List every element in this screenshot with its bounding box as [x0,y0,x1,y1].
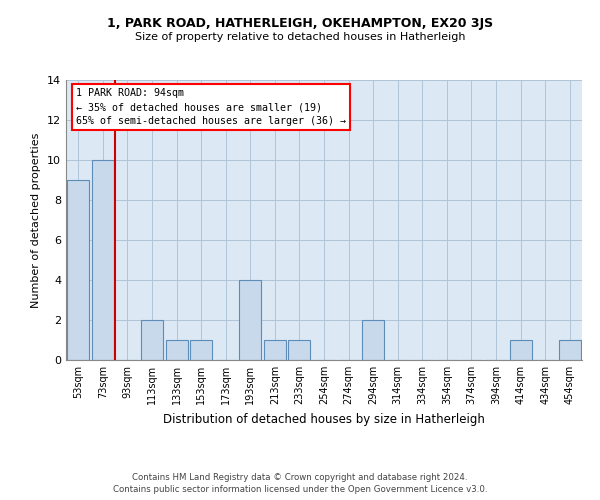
Bar [190,340,212,360]
Bar [509,340,532,360]
Bar [289,340,310,360]
Bar [264,340,286,360]
Bar [559,340,581,360]
X-axis label: Distribution of detached houses by size in Hatherleigh: Distribution of detached houses by size … [163,412,485,426]
Text: Contains HM Land Registry data © Crown copyright and database right 2024.: Contains HM Land Registry data © Crown c… [132,472,468,482]
Bar [239,280,262,360]
Text: 1 PARK ROAD: 94sqm
← 35% of detached houses are smaller (19)
65% of semi-detache: 1 PARK ROAD: 94sqm ← 35% of detached hou… [76,88,346,126]
Bar [141,320,163,360]
Text: 1, PARK ROAD, HATHERLEIGH, OKEHAMPTON, EX20 3JS: 1, PARK ROAD, HATHERLEIGH, OKEHAMPTON, E… [107,18,493,30]
Text: Size of property relative to detached houses in Hatherleigh: Size of property relative to detached ho… [135,32,465,42]
Bar [67,180,89,360]
Bar [92,160,114,360]
Bar [166,340,188,360]
Bar [362,320,384,360]
Y-axis label: Number of detached properties: Number of detached properties [31,132,41,308]
Text: Contains public sector information licensed under the Open Government Licence v3: Contains public sector information licen… [113,485,487,494]
